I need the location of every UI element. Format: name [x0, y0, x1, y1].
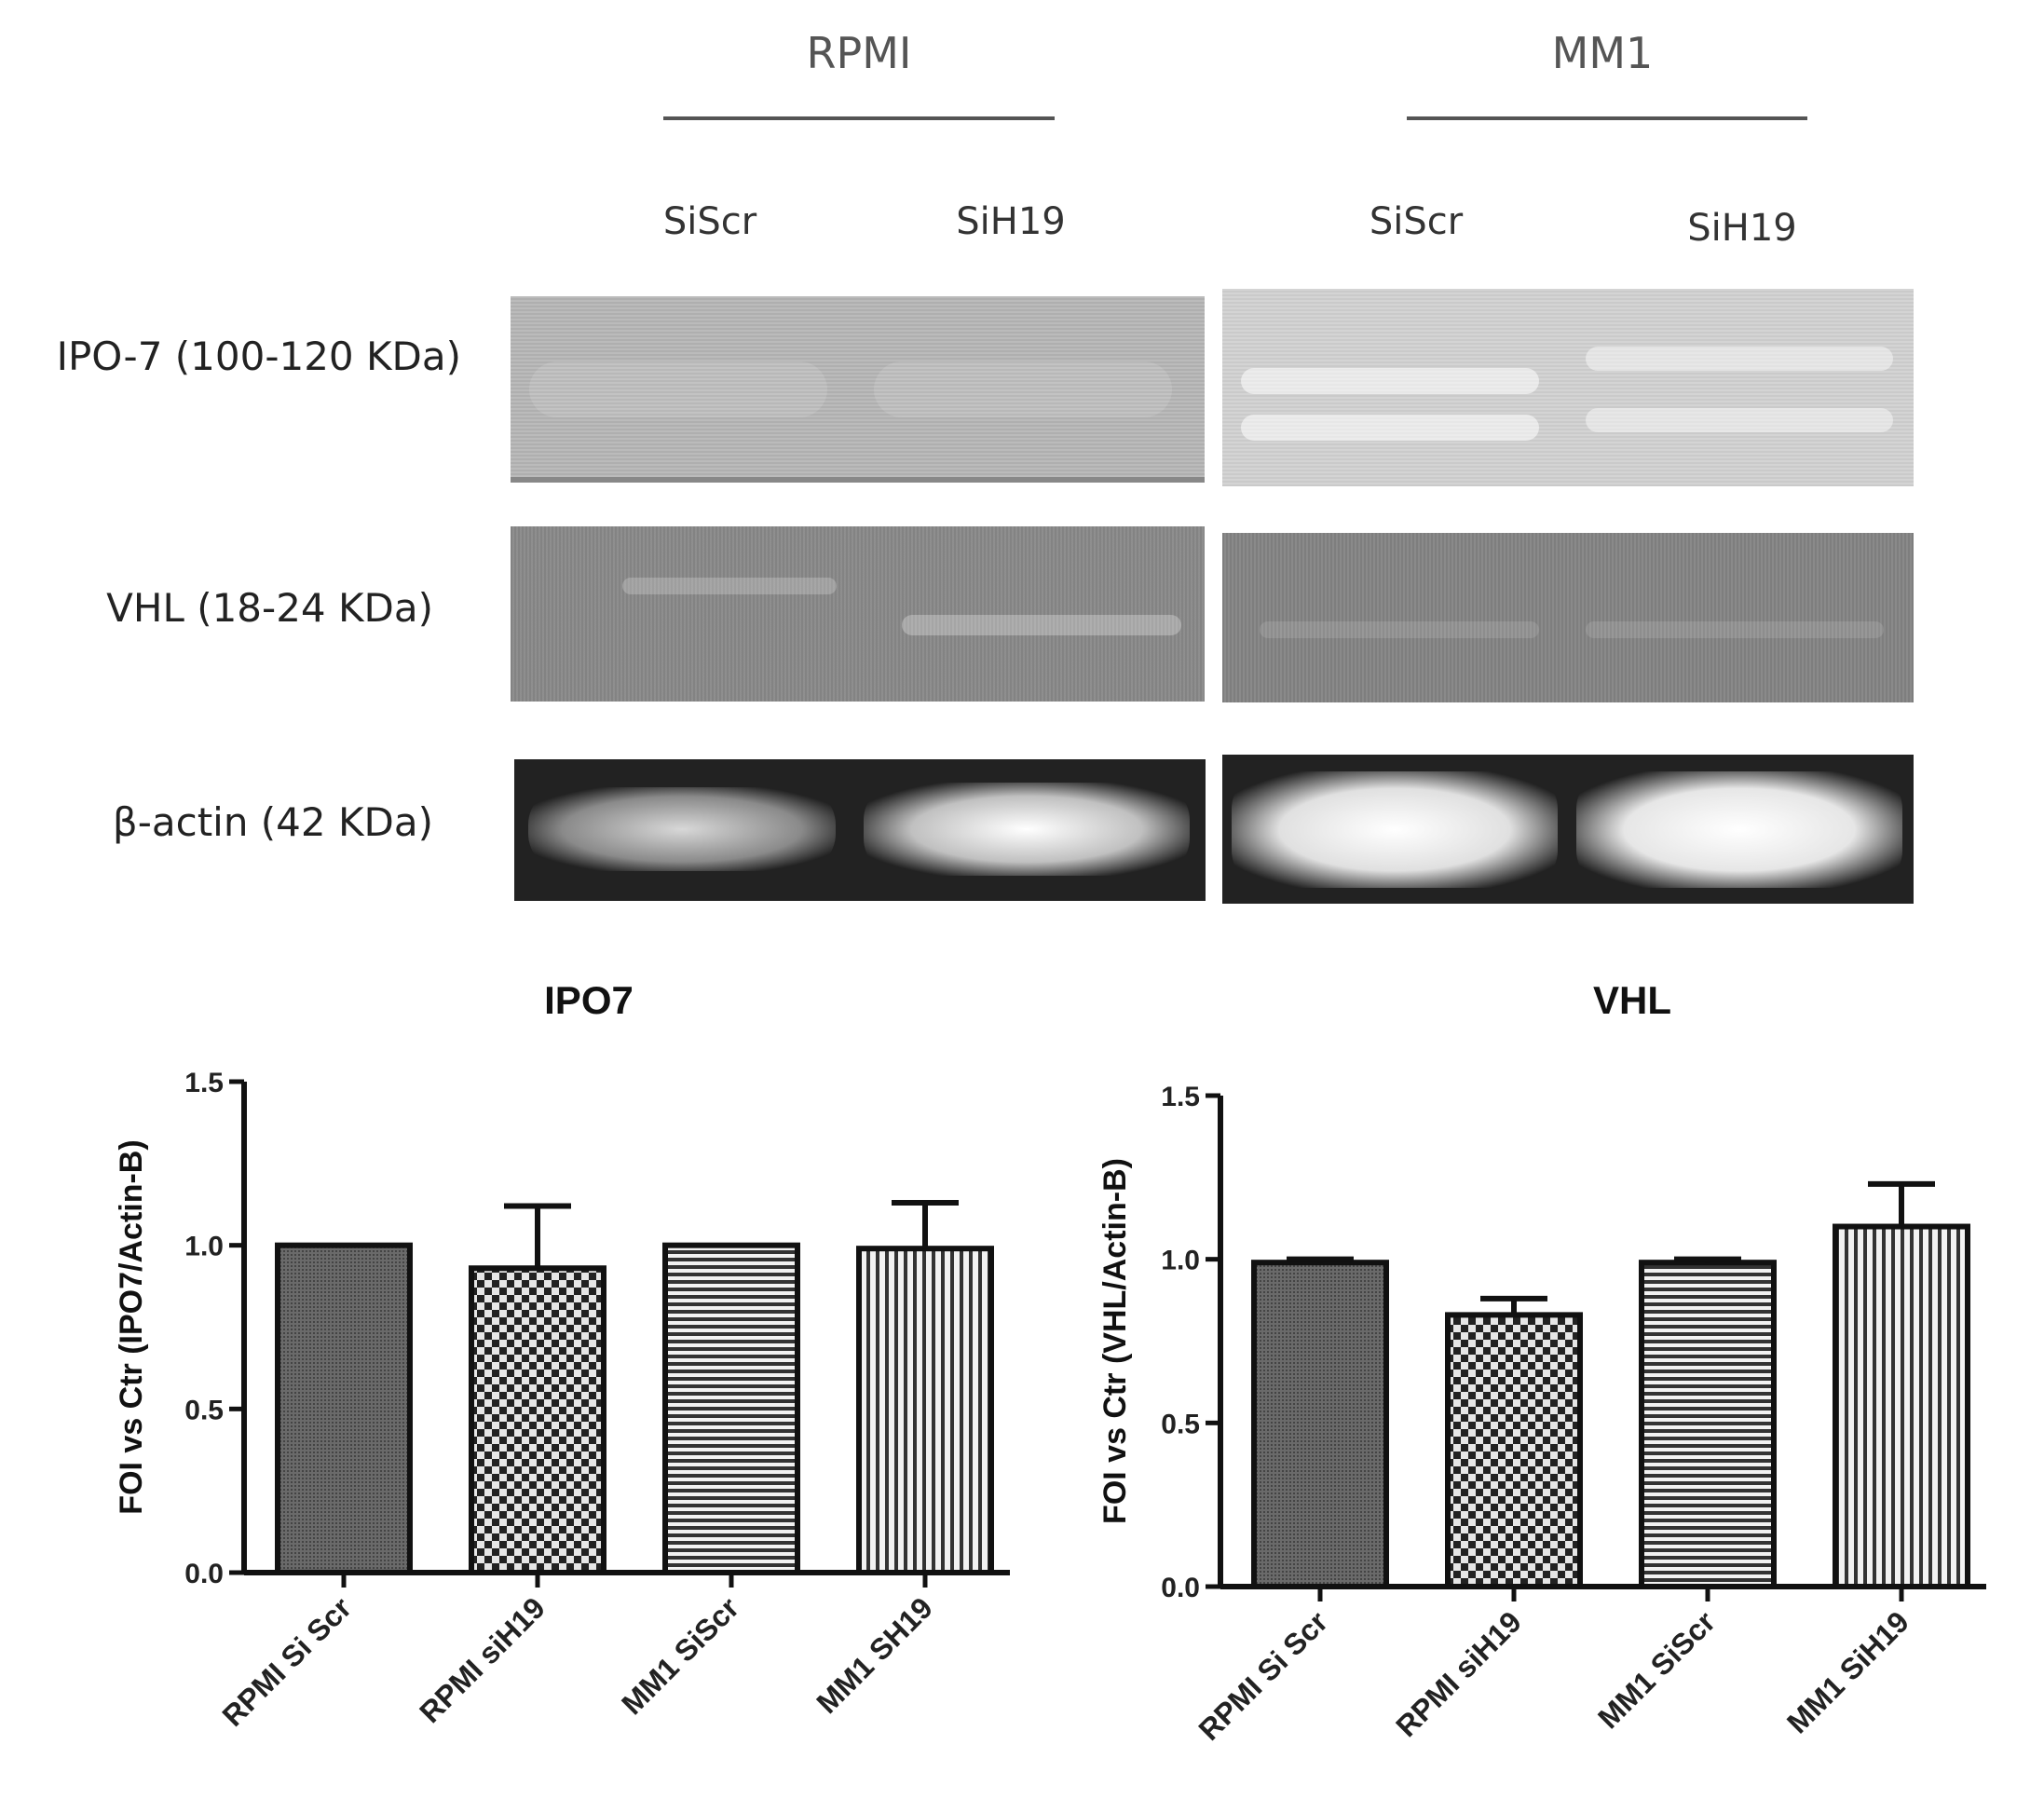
y-axis-label: FOI vs Ctr (VHL/Actin-B) — [1097, 1158, 1133, 1524]
group-line-mm1 — [1407, 116, 1807, 120]
bar — [662, 1242, 800, 1575]
chart-title: IPO7 — [544, 978, 634, 1022]
y-tick-label: 0.0 — [1161, 1573, 1200, 1603]
bar-charts: IPO7 FOI vs Ctr (IPO7/Actin-B) 0.0 0.5 1.0 1.… — [114, 978, 1986, 1747]
group-label-rpmi: RPMI — [806, 28, 912, 78]
blot-ipo7-mm1 — [1222, 289, 1914, 486]
y-tick-label: 0.5 — [184, 1395, 224, 1425]
lane-label-rpmi-siscr: SiScr — [662, 200, 757, 243]
bar — [1251, 1260, 1389, 1589]
bar — [469, 1265, 606, 1575]
lane-label-mm1-sih19: SiH19 — [1687, 207, 1797, 250]
blot-actin-mm1 — [1222, 755, 1914, 904]
y-axis-label: FOI vs Ctr (IPO7/Actin-B) — [114, 1139, 149, 1514]
x-tick-label: RPMI Si Scr — [1192, 1604, 1333, 1746]
bar — [1445, 1312, 1583, 1589]
x-tick-label: MM1 SiScr — [615, 1590, 745, 1721]
bar — [275, 1242, 413, 1575]
x-tick-label: MM1 SH19 — [810, 1590, 939, 1720]
x-tick-label: MM1 SiH19 — [1780, 1604, 1915, 1739]
blot-vhl-mm1 — [1222, 533, 1914, 702]
group-line-rpmi — [663, 116, 1055, 120]
y-tick-label: 1.0 — [184, 1232, 224, 1262]
chart-vhl: VHL FOI vs Ctr (VHL/Actin-B) 0.0 0.5 1.0 1.5 R… — [1097, 978, 1986, 1747]
y-tick-label: 1.5 — [1161, 1082, 1200, 1112]
y-tick-label: 1.0 — [1161, 1246, 1200, 1276]
x-tick-label: RPMI siH19 — [1389, 1604, 1528, 1743]
row-label-ipo7: IPO-7 (100-120 KDa) — [56, 334, 461, 379]
bar — [1833, 1223, 1970, 1589]
lane-label-rpmi-sih19: SiH19 — [956, 200, 1066, 243]
y-tick-label: 1.5 — [184, 1068, 224, 1098]
row-label-beta-actin: β-actin (42 KDa) — [112, 799, 433, 845]
blot-actin-rpmi — [514, 759, 1206, 901]
y-tick-label: 0.5 — [1161, 1409, 1200, 1439]
group-label-mm1: MM1 — [1551, 28, 1654, 78]
chart-ipo7: IPO7 FOI vs Ctr (IPO7/Actin-B) 0.0 0.5 1.0 1.… — [114, 978, 1010, 1733]
bar — [1639, 1260, 1777, 1589]
x-tick-label: RPMI Si Scr — [215, 1590, 357, 1732]
x-tick-label: RPMI siH19 — [413, 1590, 552, 1729]
x-tick-label: MM1 SiScr — [1591, 1604, 1722, 1735]
y-tick-label: 0.0 — [184, 1559, 224, 1589]
blot-vhl-rpmi — [511, 526, 1205, 702]
lane-label-mm1-siscr: SiScr — [1369, 200, 1464, 243]
chart-title: VHL — [1593, 978, 1671, 1022]
row-label-vhl: VHL (18-24 KDa) — [106, 585, 433, 631]
blot-ipo7-rpmi — [511, 296, 1205, 483]
bar — [856, 1246, 994, 1575]
